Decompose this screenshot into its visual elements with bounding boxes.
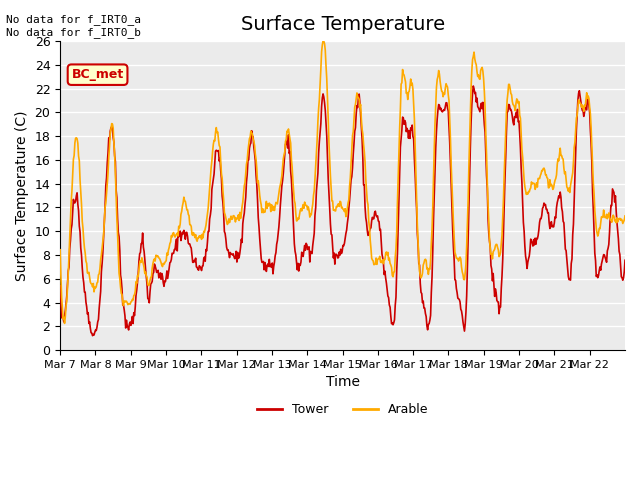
Text: BC_met: BC_met xyxy=(72,68,124,81)
Legend: Tower, Arable: Tower, Arable xyxy=(252,398,433,421)
Text: No data for f_IRT0_a
No data for f_IRT0_b: No data for f_IRT0_a No data for f_IRT0_… xyxy=(6,14,141,38)
Y-axis label: Surface Temperature (C): Surface Temperature (C) xyxy=(15,110,29,281)
X-axis label: Time: Time xyxy=(326,375,360,389)
Title: Surface Temperature: Surface Temperature xyxy=(241,15,445,34)
